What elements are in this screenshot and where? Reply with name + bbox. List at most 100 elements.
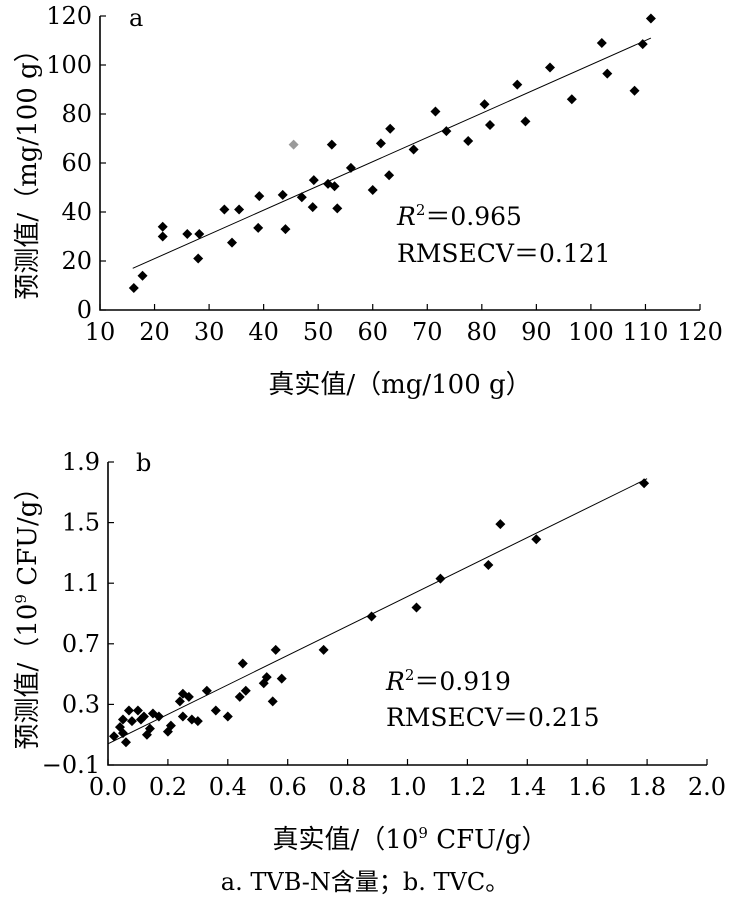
a-x-tick-label: 10 (85, 318, 116, 346)
panel-b-tick-labels: 0.0 0.2 0.4 0.6 0.8 1.0 1.2 1.4 1.6 1.8 2.0 −0.1 0.3… (42, 448, 726, 801)
a-data-point (629, 85, 640, 96)
b-data-point (117, 714, 128, 725)
panel-a-ticks (99, 15, 701, 311)
panel-b-y-axis-title: 预测值/（109 CFU/g） (12, 475, 43, 750)
b-data-point (126, 716, 137, 727)
b-data-point (240, 685, 251, 696)
a-data-point (157, 221, 168, 232)
a-data-point (307, 202, 318, 213)
a-data-point (227, 237, 237, 248)
b-x-tick-label: 1.4 (508, 773, 546, 801)
a-data-point (253, 222, 264, 233)
panel-b-ticks (107, 461, 708, 766)
b-y-tick-label: 1.5 (62, 509, 100, 537)
panel-a-fit-line (132, 37, 652, 269)
b-data-point (495, 519, 506, 530)
b-y-tick-label: −0.1 (42, 751, 100, 779)
a-data-point (645, 13, 656, 24)
a-data-point (329, 181, 340, 192)
a-y-tick-label: 20 (61, 247, 92, 275)
a-data-point (545, 62, 555, 73)
a-data-point (219, 204, 230, 215)
b-y-tick-label: 0.7 (62, 630, 100, 658)
a-data-point (332, 203, 343, 214)
a-data-point (193, 253, 204, 264)
a-data-point (479, 99, 490, 110)
a-x-tick-label: 70 (412, 318, 443, 346)
a-data-point (384, 170, 395, 181)
b-data-point (123, 705, 134, 716)
a-data-point (430, 106, 441, 117)
b-data-point (201, 685, 212, 696)
panel-a-r2: R2＝0.965 (396, 201, 522, 231)
b-data-point (117, 728, 128, 739)
b-data-point (267, 696, 278, 707)
a-data-point (463, 135, 474, 146)
b-data-point (183, 691, 194, 702)
a-y-tick-label: 100 (46, 51, 92, 79)
b-x-tick-label: 0.6 (269, 773, 307, 801)
b-x-tick-label: 0.0 (89, 773, 127, 801)
b-data-point (237, 658, 248, 669)
b-data-point (210, 705, 221, 716)
panel-a-label: a (129, 4, 143, 32)
a-data-point (408, 144, 419, 155)
b-x-tick-label: 1.2 (448, 773, 486, 801)
b-data-point (270, 644, 281, 655)
a-data-point (602, 68, 613, 79)
panel-b-fit-line (107, 478, 648, 745)
a-x-tick-label: 20 (139, 318, 170, 346)
b-data-point (108, 731, 119, 742)
b-data-point (192, 716, 203, 727)
b-x-tick-label: 0.4 (209, 773, 247, 801)
a-data-point (367, 184, 378, 195)
a-x-tick-label: 80 (467, 318, 498, 346)
b-data-point (153, 711, 164, 722)
a-y-tick-label: 120 (46, 2, 92, 30)
b-data-point (174, 696, 185, 707)
b-data-point (366, 611, 377, 622)
a-data-point (345, 162, 356, 173)
a-x-tick-label: 100 (568, 318, 614, 346)
a-data-point (326, 139, 337, 150)
figure-caption: a. TVB-N含量；b. TVC。 (221, 868, 509, 896)
panel-a-chart: 10 20 30 40 50 60 70 80 90 100 110 120 0 20 40 60 80 100 1… (13, 2, 723, 400)
panel-a-rmsecv: RMSECV＝0.121 (397, 239, 611, 268)
panel-a-tick-labels: 10 20 30 40 50 60 70 80 90 100 110 120 0 20 40 60 80 100 1… (46, 2, 723, 346)
b-data-point (411, 602, 422, 613)
b-data-point (483, 560, 494, 571)
b-y-tick-label: 0.3 (62, 690, 100, 718)
panel-a-data-points (128, 13, 656, 293)
b-data-point (435, 573, 446, 584)
b-data-point (144, 723, 155, 734)
b-data-point (120, 737, 131, 748)
a-data-point (277, 189, 288, 200)
panel-b-data-points (108, 478, 650, 748)
a-x-tick-label: 60 (357, 318, 388, 346)
a-data-point (485, 120, 495, 131)
b-y-tick-label: 1.1 (62, 569, 100, 597)
panel-a-x-axis-title: 真实值/（mg/100 g） (268, 370, 531, 400)
b-data-point (261, 672, 272, 683)
panel-b-chart: 0.0 0.2 0.4 0.6 0.8 1.0 1.2 1.4 1.6 1.8 2.0 −0.1 0.3… (12, 448, 726, 855)
a-x-tick-label: 110 (623, 318, 669, 346)
a-y-tick-label: 0 (77, 296, 92, 324)
b-data-point (531, 534, 542, 545)
a-y-tick-label: 80 (61, 100, 92, 128)
panel-b-rmsecv: RMSECV＝0.215 (386, 703, 600, 732)
b-x-tick-label: 0.2 (149, 773, 187, 801)
b-data-point (177, 711, 188, 722)
a-y-tick-label: 40 (61, 198, 92, 226)
b-data-point (132, 705, 143, 716)
a-data-point (637, 39, 648, 50)
a-data-point (157, 231, 168, 242)
a-data-point (182, 229, 193, 240)
a-data-point (566, 94, 577, 105)
panel-b-r2: R2＝0.919 (385, 666, 511, 696)
a-data-point (441, 126, 452, 137)
panel-b-label: b (136, 449, 151, 477)
a-x-tick-label: 40 (248, 318, 279, 346)
panel-a-y-axis-title: 预测值/（mg/100 g） (13, 36, 43, 299)
b-x-tick-label: 1.0 (388, 773, 426, 801)
